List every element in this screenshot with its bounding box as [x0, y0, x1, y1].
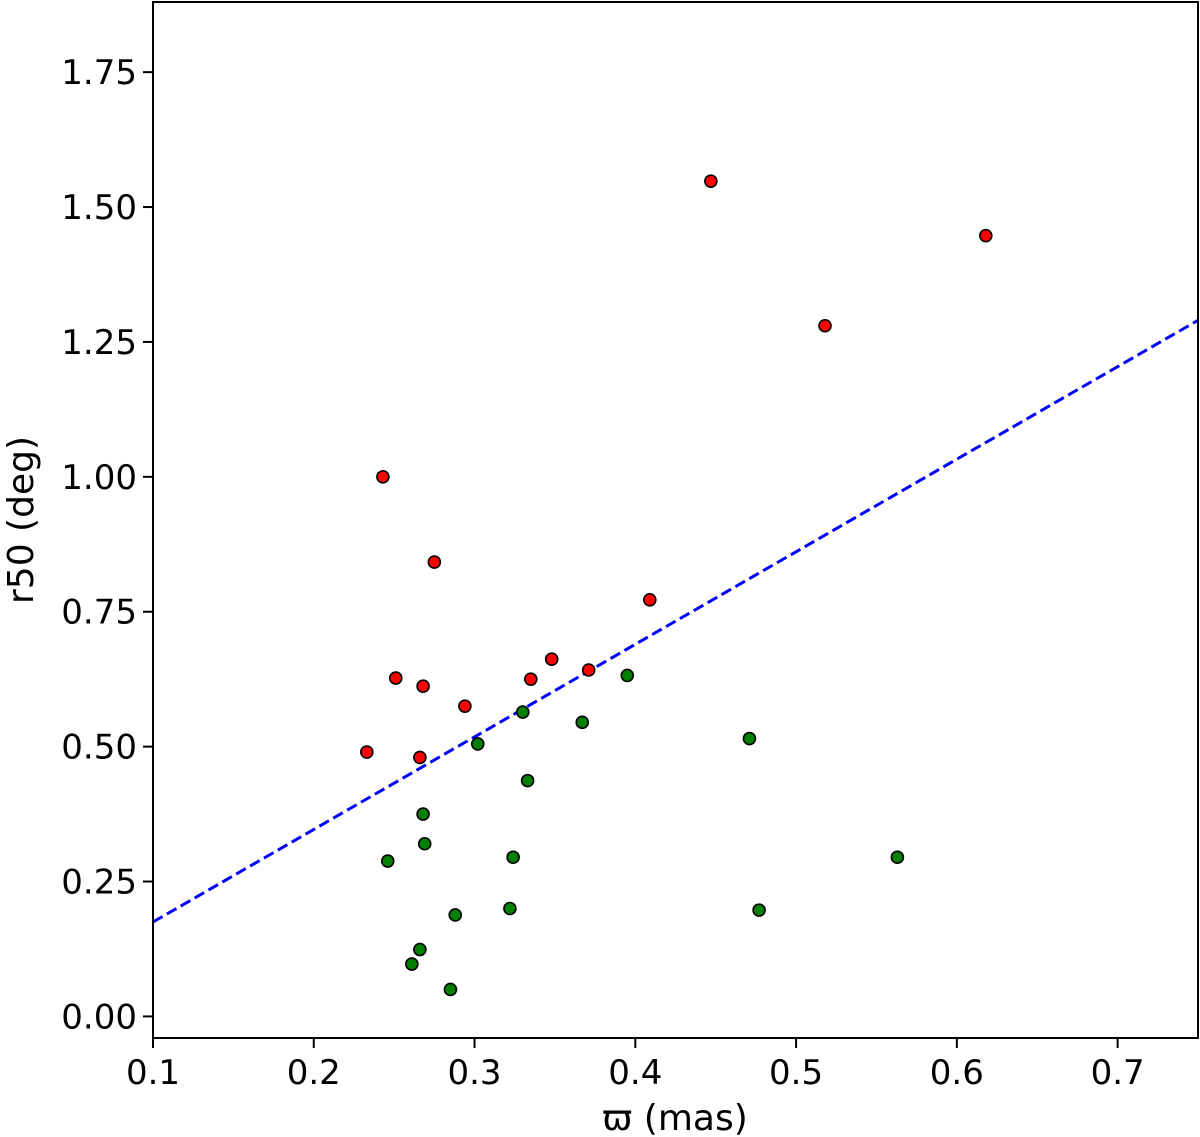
x-tick-label: 0.1	[126, 1053, 180, 1093]
green-point	[417, 836, 432, 851]
red-point	[978, 228, 993, 243]
y-tick-label: 1.25	[61, 323, 137, 363]
green-point	[416, 807, 430, 821]
red-point	[642, 593, 657, 607]
red-point	[388, 671, 403, 685]
red-point	[427, 555, 442, 569]
green-point	[752, 903, 766, 917]
red-point	[360, 745, 374, 759]
y-tick-label: 0.00	[61, 997, 137, 1037]
x-tick-label: 0.4	[608, 1053, 662, 1093]
x-axis-label: ϖ (mas)	[602, 1098, 748, 1137]
red-point	[376, 470, 390, 484]
y-tick-label: 0.25	[61, 863, 137, 903]
y-tick-label: 0.50	[61, 728, 137, 768]
x-tick-label: 0.3	[447, 1053, 501, 1093]
red-point	[818, 318, 832, 333]
red-point	[458, 699, 472, 713]
x-tick-label: 0.6	[930, 1053, 984, 1093]
x-tick-label: 0.7	[1091, 1053, 1145, 1093]
y-tick-label: 0.75	[61, 593, 137, 633]
red-point	[413, 750, 427, 765]
x-tick-label: 0.2	[287, 1053, 341, 1093]
green-point	[515, 705, 530, 719]
green-point	[742, 731, 757, 746]
red-point	[704, 174, 718, 188]
green-point	[413, 942, 427, 957]
green-point	[380, 854, 395, 868]
red-point	[524, 672, 538, 686]
x-axis: 0.1 0.2 0.3 0.4 0.5 0.6 0.7	[126, 1038, 1145, 1093]
red-point	[544, 652, 559, 667]
x-tick-label: 0.5	[769, 1053, 823, 1093]
trend-line-group	[153, 319, 1198, 924]
y-tick-label: 1.50	[61, 188, 137, 228]
green-point	[405, 957, 419, 971]
green-point	[506, 850, 520, 865]
points-group	[360, 174, 993, 997]
y-tick-label: 1.75	[61, 53, 137, 93]
green-point	[575, 715, 590, 730]
red-point	[581, 663, 596, 677]
y-tick-label: 1.00	[61, 458, 137, 498]
green-point	[620, 668, 635, 683]
red-point	[416, 679, 430, 693]
fit-line	[153, 319, 1198, 924]
plot-frame	[152, 1, 1199, 1039]
green-point	[443, 982, 458, 997]
green-point	[470, 737, 485, 751]
green-point	[890, 850, 905, 865]
green-point	[520, 773, 535, 788]
y-axis: 0.00 0.25 0.50 0.75 1.00 1.25 1.50 1.75	[61, 53, 153, 1037]
y-axis-label: r50 (deg)	[1, 436, 42, 604]
green-point	[448, 908, 463, 922]
green-point	[503, 901, 517, 916]
